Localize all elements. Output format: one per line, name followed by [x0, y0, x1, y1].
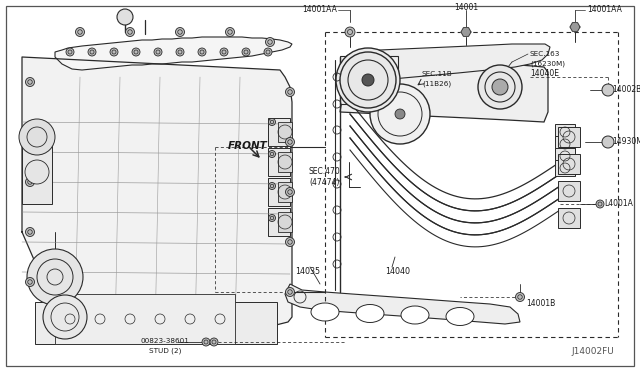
Bar: [555, 124, 575, 140]
Text: (47474): (47474): [310, 179, 340, 187]
Circle shape: [110, 48, 118, 56]
Circle shape: [26, 228, 35, 237]
Circle shape: [395, 109, 405, 119]
Circle shape: [175, 28, 184, 36]
Circle shape: [225, 28, 234, 36]
Ellipse shape: [446, 308, 474, 326]
Bar: [22, 139, 52, 204]
Circle shape: [27, 249, 83, 305]
Polygon shape: [570, 23, 580, 31]
Text: 14001AA: 14001AA: [302, 6, 337, 15]
Circle shape: [202, 338, 210, 346]
Bar: [268, 148, 290, 176]
Text: SEC.470: SEC.470: [308, 167, 340, 176]
Text: STUD (2): STUD (2): [149, 348, 181, 354]
Circle shape: [340, 52, 396, 108]
Circle shape: [269, 151, 275, 157]
Circle shape: [154, 48, 162, 56]
Bar: [278, 152, 292, 172]
Circle shape: [264, 48, 272, 56]
Polygon shape: [22, 57, 292, 344]
Bar: [555, 136, 575, 152]
Text: 14001AA: 14001AA: [587, 6, 622, 15]
Circle shape: [25, 160, 49, 184]
Text: 14040: 14040: [385, 267, 410, 276]
Text: SEC.11B: SEC.11B: [422, 71, 452, 77]
Text: 14002BA: 14002BA: [612, 86, 640, 94]
Circle shape: [362, 74, 374, 86]
Circle shape: [285, 187, 294, 196]
Ellipse shape: [401, 306, 429, 324]
Circle shape: [285, 87, 294, 96]
Text: (11B26): (11B26): [422, 81, 451, 87]
Bar: [555, 148, 575, 164]
Circle shape: [370, 84, 430, 144]
Text: L4001A: L4001A: [604, 199, 633, 208]
Circle shape: [266, 38, 275, 46]
Text: FRONT: FRONT: [228, 141, 268, 151]
Bar: [55, 294, 235, 344]
Circle shape: [117, 9, 133, 25]
Bar: [278, 182, 292, 202]
Text: 14035: 14035: [295, 267, 320, 276]
Circle shape: [269, 119, 275, 125]
Circle shape: [132, 48, 140, 56]
Polygon shape: [55, 37, 292, 70]
Text: 14930M: 14930M: [612, 138, 640, 147]
Bar: [278, 122, 292, 142]
Circle shape: [602, 136, 614, 148]
Text: 14001: 14001: [454, 3, 478, 12]
Bar: [558, 181, 580, 201]
Circle shape: [198, 48, 206, 56]
Text: J14002FU: J14002FU: [572, 347, 614, 356]
Circle shape: [76, 28, 84, 36]
Circle shape: [210, 338, 218, 346]
Circle shape: [269, 183, 275, 189]
Polygon shape: [340, 57, 548, 122]
Circle shape: [515, 292, 525, 301]
Bar: [555, 160, 575, 176]
Text: (16230M): (16230M): [530, 61, 565, 67]
Text: 14001B: 14001B: [526, 299, 556, 308]
Bar: [278, 212, 292, 232]
Circle shape: [26, 77, 35, 87]
Circle shape: [478, 65, 522, 109]
Circle shape: [26, 278, 35, 286]
Circle shape: [125, 28, 134, 36]
Circle shape: [602, 84, 614, 96]
Circle shape: [220, 48, 228, 56]
Circle shape: [43, 295, 87, 339]
Bar: [268, 178, 290, 206]
Circle shape: [88, 48, 96, 56]
Circle shape: [596, 200, 604, 208]
Polygon shape: [340, 44, 550, 84]
Circle shape: [66, 48, 74, 56]
Text: 14040E: 14040E: [530, 70, 559, 78]
Ellipse shape: [311, 303, 339, 321]
Circle shape: [285, 138, 294, 147]
Text: SEC.163: SEC.163: [530, 51, 561, 57]
Circle shape: [285, 237, 294, 247]
Circle shape: [176, 48, 184, 56]
Circle shape: [336, 48, 400, 112]
Circle shape: [345, 27, 355, 37]
Circle shape: [26, 128, 35, 137]
Bar: [558, 154, 580, 174]
Circle shape: [492, 79, 508, 95]
Bar: [340, 56, 398, 104]
Circle shape: [26, 177, 35, 186]
Circle shape: [269, 215, 275, 221]
Bar: [268, 208, 290, 236]
Text: 00823-38601: 00823-38601: [141, 338, 189, 344]
Ellipse shape: [356, 305, 384, 323]
Circle shape: [19, 119, 55, 155]
Bar: [268, 118, 290, 146]
Circle shape: [242, 48, 250, 56]
Bar: [35, 302, 277, 344]
Polygon shape: [285, 284, 520, 324]
Bar: [558, 127, 580, 147]
Circle shape: [285, 288, 294, 296]
Polygon shape: [461, 28, 471, 36]
Bar: [558, 208, 580, 228]
